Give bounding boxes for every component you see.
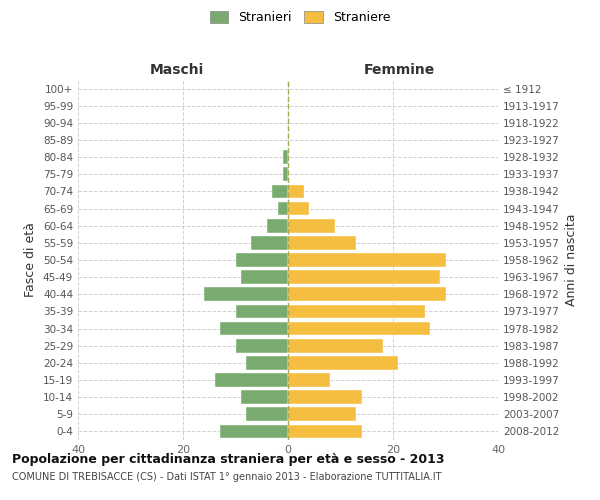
Bar [283,168,288,181]
Bar [288,373,330,387]
Bar [288,339,383,352]
Bar [215,373,288,387]
Bar [220,322,288,336]
Bar [246,408,288,421]
Y-axis label: Anni di nascita: Anni di nascita [565,214,578,306]
Bar [272,184,288,198]
Bar [288,219,335,232]
Bar [267,219,288,232]
Bar [288,304,425,318]
Text: COMUNE DI TREBISACCE (CS) - Dati ISTAT 1° gennaio 2013 - Elaborazione TUTTITALIA: COMUNE DI TREBISACCE (CS) - Dati ISTAT 1… [12,472,442,482]
Bar [220,424,288,438]
Text: Maschi: Maschi [150,64,204,78]
Bar [235,339,288,352]
Bar [251,236,288,250]
Bar [235,253,288,267]
Bar [277,202,288,215]
Bar [235,304,288,318]
Bar [246,356,288,370]
Bar [288,253,445,267]
Bar [288,408,356,421]
Text: Femmine: Femmine [364,64,434,78]
Bar [288,356,398,370]
Bar [288,202,309,215]
Bar [288,322,430,336]
Bar [283,150,288,164]
Text: Popolazione per cittadinanza straniera per età e sesso - 2013: Popolazione per cittadinanza straniera p… [12,452,445,466]
Bar [288,270,440,284]
Bar [288,236,356,250]
Bar [288,390,361,404]
Bar [288,424,361,438]
Legend: Stranieri, Straniere: Stranieri, Straniere [205,6,395,29]
Bar [241,270,288,284]
Bar [288,288,445,301]
Y-axis label: Fasce di età: Fasce di età [25,222,37,298]
Bar [204,288,288,301]
Bar [241,390,288,404]
Bar [288,184,304,198]
